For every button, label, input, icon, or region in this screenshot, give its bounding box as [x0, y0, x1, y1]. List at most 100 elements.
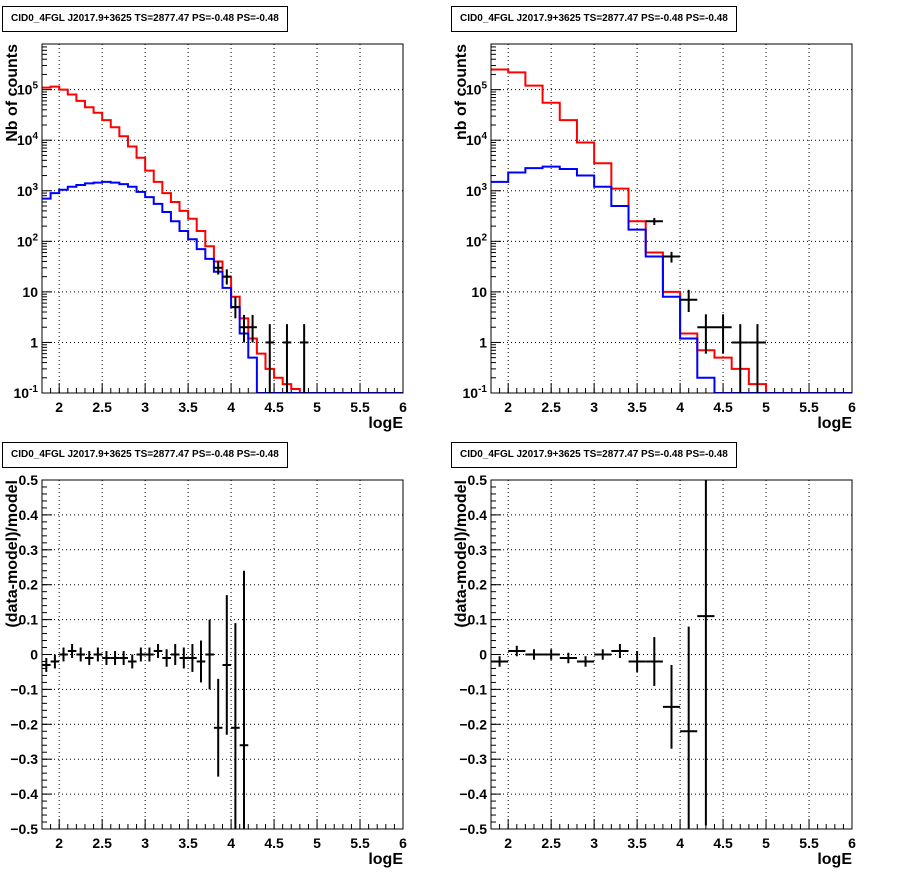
data-point [136, 647, 146, 662]
y-tick-label: 0.4 [468, 507, 488, 523]
x-axis-label: logE [817, 851, 852, 868]
y-tick-label: −0.4 [459, 786, 487, 802]
data-point [84, 651, 94, 665]
data-point [222, 595, 232, 735]
data-point [213, 678, 223, 777]
x-tick-label: 5 [313, 399, 321, 415]
y-tick-label: 105 [17, 81, 39, 98]
x-tick-label: 2.5 [92, 835, 112, 851]
x-tick-label: 6 [848, 399, 856, 415]
red-histogram-line [42, 85, 403, 393]
x-tick-label: 5 [762, 835, 770, 851]
x-tick-label: 4.5 [264, 835, 284, 851]
blue-histogram-line [491, 165, 852, 393]
y-tick-label: −0.4 [10, 786, 38, 802]
x-tick-label: 2 [504, 835, 512, 851]
y-tick-label: 10 [22, 284, 38, 300]
y-tick-label: −0.1 [10, 681, 38, 697]
pad-residuals-coarse-bins: 2 2.5 3 3.5 4 4.5 5 5.5 6 −0.5 −0.4 −0.3 −0.2 −0.1 0 0.… [453, 472, 856, 868]
pad-2-frame [41, 479, 404, 830]
x-tick-label: 5.5 [350, 399, 370, 415]
x-tick-label: 3.5 [627, 835, 647, 851]
data-point [102, 651, 111, 665]
y-tick-label: 1 [30, 334, 38, 350]
x-axis-label: logE [368, 851, 403, 868]
data-point [645, 637, 663, 686]
data-point [542, 649, 560, 660]
pad-residuals-fine-bins: 2 2.5 3 3.5 4 4.5 5 5.5 6 −0.5 −0.4 −0.3 −0.2 −0.1 0 0.… [4, 472, 407, 868]
x-axis-label: logE [817, 415, 852, 432]
data-point [145, 647, 154, 662]
pad-2-title: CID0_4FGL J2017.9+3625 TS=2877.47 PS=-0.… [2, 442, 288, 468]
data-point [179, 647, 189, 669]
y-tick-label: −0.5 [459, 821, 487, 837]
data-point [222, 269, 232, 285]
y-tick-label: −0.5 [10, 821, 38, 837]
x-tick-label: 4.5 [713, 399, 733, 415]
x-tick-label: 3.5 [178, 835, 198, 851]
data-point [594, 649, 612, 660]
data-point [170, 644, 180, 665]
pad-1-title: CID0_4FGL J2017.9+3625 TS=2877.47 PS=-0.… [451, 6, 737, 32]
pad-0-grid [42, 44, 404, 393]
pad-0-title: CID0_4FGL J2017.9+3625 TS=2877.47 PS=-0.… [2, 6, 288, 32]
pad-3-title: CID0_4FGL J2017.9+3625 TS=2877.47 PS=-0.… [451, 442, 737, 468]
y-tick-label: 10-1 [14, 384, 39, 401]
data-point [231, 296, 240, 319]
data-point [205, 619, 214, 690]
pad-1-grid [491, 44, 853, 393]
pad-0-frame [41, 43, 404, 394]
data-point [231, 623, 240, 829]
data-point [697, 480, 715, 826]
y-tick-label: 0.5 [19, 472, 39, 488]
data-point [680, 289, 698, 313]
y-axis-label: (data-model)/model [4, 480, 21, 628]
x-tick-label: 2.5 [541, 835, 561, 851]
y-tick-label: 105 [466, 81, 488, 98]
pad-2-data [42, 570, 249, 829]
data-point [697, 314, 715, 354]
pad-1-data [491, 68, 852, 393]
x-tick-label: 3 [590, 399, 598, 415]
y-tick-label: 104 [466, 131, 488, 148]
x-tick-label: 3.5 [627, 399, 647, 415]
data-point [645, 217, 663, 226]
y-tick-label: 10 [471, 284, 487, 300]
pad-2-ticks: 2 2.5 3 3.5 4 4.5 5 5.5 6 −0.5 −0.4 −0.3 −0.2 −0.1 0 0.… [10, 472, 407, 851]
x-tick-label: 2 [55, 399, 63, 415]
data-point [611, 644, 629, 658]
pad-0-data [42, 85, 403, 393]
y-tick-label: 0.3 [468, 542, 488, 558]
data-point [248, 314, 257, 343]
data-point [525, 649, 543, 660]
x-tick-label: 6 [399, 399, 407, 415]
data-point [67, 644, 77, 658]
data-point [162, 649, 171, 667]
data-point [748, 324, 767, 393]
x-tick-label: 4 [676, 399, 684, 415]
x-tick-label: 4 [227, 835, 235, 851]
data-point [731, 324, 749, 393]
x-tick-label: 4.5 [713, 835, 733, 851]
data-point [213, 261, 223, 275]
y-tick-label: −0.3 [459, 751, 487, 767]
y-tick-label: −0.3 [10, 751, 38, 767]
x-tick-label: 3 [141, 835, 149, 851]
y-tick-label: 0 [479, 647, 487, 663]
y-tick-label: 102 [466, 232, 488, 249]
data-point [508, 645, 526, 657]
pad-1-ticks: 2 2.5 3 3.5 4 4.5 5 5.5 6 10-1 1 10 102 103 104 105 [463, 43, 856, 415]
data-point [153, 644, 163, 658]
x-tick-label: 5.5 [350, 835, 370, 851]
data-point [59, 647, 68, 662]
y-tick-label: −0.1 [459, 681, 487, 697]
y-tick-label: 1 [479, 334, 487, 350]
x-tick-label: 6 [848, 835, 856, 851]
y-tick-label: 0.1 [19, 612, 39, 628]
data-point [714, 314, 732, 354]
x-tick-label: 5.5 [799, 835, 819, 851]
y-tick-label: −0.2 [10, 716, 38, 732]
data-point [127, 654, 137, 669]
x-tick-label: 3 [141, 399, 149, 415]
